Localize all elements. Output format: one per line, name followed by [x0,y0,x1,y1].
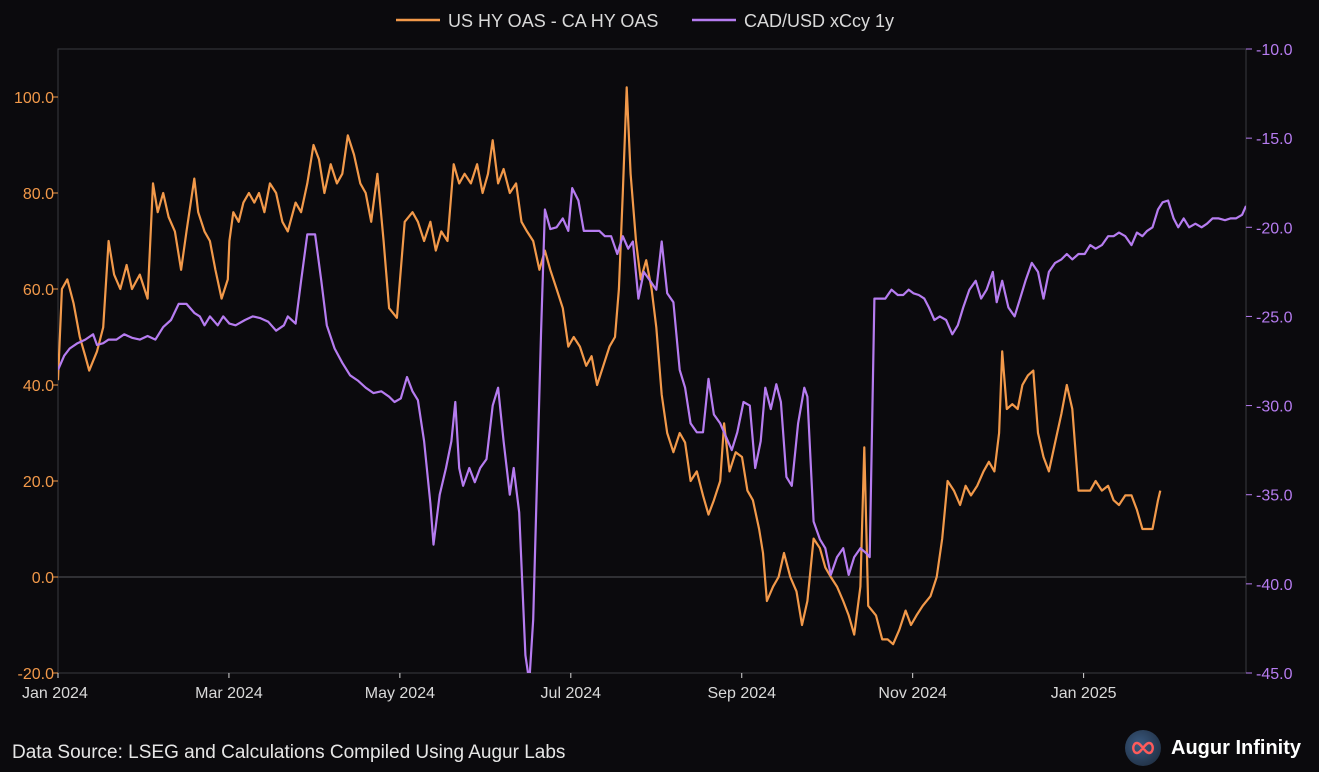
left-tick-label: 0.0 [32,570,54,587]
left-tick-label: 100.0 [14,90,54,107]
right-tick-label: -35.0 [1256,488,1293,505]
right-tick-label: -10.0 [1256,42,1293,59]
left-tick-label: 60.0 [23,282,54,299]
brand: Augur Infinity [1125,730,1301,766]
series-line-2 [58,187,1246,673]
right-tick-label: -45.0 [1256,666,1293,683]
plot-area [57,48,1247,674]
chart-legend: US HY OAS - CA HY OAS CAD/USD xCcy 1y [396,11,894,31]
x-tick-label: Jan 2024 [22,685,88,702]
right-tick-label: -20.0 [1256,220,1293,237]
x-tick-label: May 2024 [365,685,435,702]
x-axis: Jan 2024 Mar 2024 May 2024 Jul 2024 Sep 2024… [22,673,1117,702]
brand-name: Augur Infinity [1171,736,1301,759]
left-tick-label: 80.0 [23,186,54,203]
right-tick-label: -40.0 [1256,577,1293,594]
right-axis: -45.0 -40.0 -35.0 -30.0 -25.0 -20.0 -15.0 -10.0 [1246,42,1293,683]
right-tick-label: -25.0 [1256,309,1293,326]
chart-series [58,86,1246,673]
infinity-logo-icon [1125,730,1162,766]
right-tick-label: -15.0 [1256,131,1293,148]
left-tick-label: -20.0 [18,666,55,683]
right-tick-label: -30.0 [1256,399,1293,416]
x-tick-label: Mar 2024 [195,685,263,702]
data-source-note: Data Source: LSEG and Calculations Compi… [12,742,566,763]
x-tick-label: Nov 2024 [878,685,947,702]
left-axis: -20.0 0.0 20.0 40.0 60.0 80.0 100.0 [14,90,58,683]
x-tick-label: Jul 2024 [541,685,602,702]
x-tick-label: Sep 2024 [707,685,776,702]
legend-label: CAD/USD xCcy 1y [744,11,894,31]
legend-label: US HY OAS - CA HY OAS [448,11,658,31]
left-tick-label: 20.0 [23,474,54,491]
x-tick-label: Jan 2025 [1051,685,1117,702]
left-tick-label: 40.0 [23,378,54,395]
